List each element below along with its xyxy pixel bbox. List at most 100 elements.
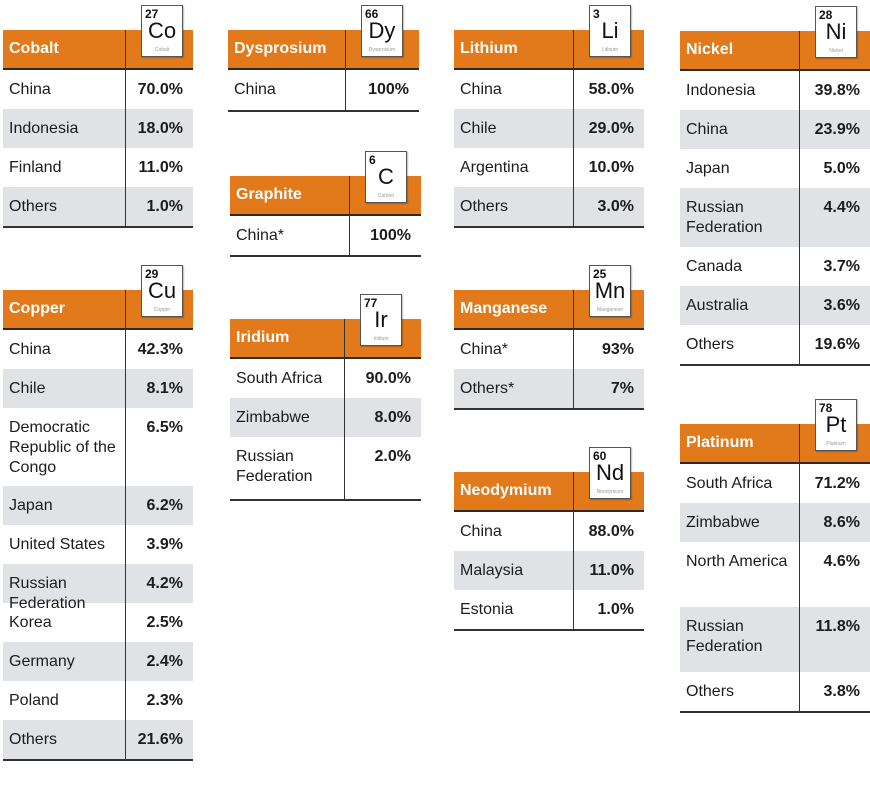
element-tile: 60 Nd Neodymium xyxy=(589,447,631,499)
country-name: China* xyxy=(236,227,285,244)
column-divider xyxy=(799,424,800,711)
atomic-number: 78 xyxy=(819,401,833,415)
country-name: Russian Federation xyxy=(686,618,763,655)
table-row: Malaysia 11.0% xyxy=(454,551,644,590)
column-divider xyxy=(573,290,574,408)
country-name: Indonesia xyxy=(9,120,79,137)
column-divider xyxy=(345,30,346,110)
country-name: China xyxy=(234,81,276,98)
table-row: China 100% xyxy=(228,70,419,110)
country-name: China xyxy=(460,523,502,540)
table-bottom-rule xyxy=(680,711,870,713)
country-name: China xyxy=(686,121,728,138)
mineral-name: Graphite xyxy=(236,186,302,203)
table-row: China 70.0% xyxy=(3,70,193,109)
element-tile: 29 Cu Copper xyxy=(141,265,183,317)
atomic-number: 29 xyxy=(145,267,159,281)
country-name: China xyxy=(460,81,502,98)
neodymium-table: Neodymium 60 Nd Neodymium China 88.0% Malaysia… xyxy=(454,447,644,631)
country-name: Finland xyxy=(9,159,62,176)
table-row: China* 93% xyxy=(454,330,644,369)
table-row: Russian Federation 11.8% xyxy=(680,607,870,672)
share-value: 4.2% xyxy=(146,575,183,592)
table-row: Japan 5.0% xyxy=(680,149,870,188)
country-name: China xyxy=(9,81,51,98)
mineral-name: Cobalt xyxy=(9,40,59,57)
country-name: Estonia xyxy=(460,601,514,618)
column-divider xyxy=(125,30,126,226)
manganese-table: Manganese 25 Mn Manganese China* 93% Others* 7% xyxy=(454,265,644,410)
column-divider xyxy=(349,176,350,255)
mineral-name: Dysprosium xyxy=(234,40,327,57)
column-divider xyxy=(344,319,345,499)
table-row: Others* 7% xyxy=(454,369,644,408)
share-value: 3.6% xyxy=(823,297,860,314)
country-name: Poland xyxy=(9,692,59,709)
table-row: China 42.3% xyxy=(3,330,193,369)
element-name: Nickel xyxy=(829,48,843,54)
share-value: 23.9% xyxy=(814,121,860,138)
country-name: Others xyxy=(9,198,58,215)
table-bottom-rule xyxy=(454,408,644,410)
element-symbol: Li xyxy=(601,18,619,43)
mineral-name: Manganese xyxy=(460,300,548,317)
column-divider xyxy=(799,31,800,364)
mineral-name: Platinum xyxy=(686,434,754,451)
atomic-number: 66 xyxy=(365,7,379,21)
table-row: Others 21.6% xyxy=(3,720,193,759)
element-tile: 66 Dy Dysprosium xyxy=(361,5,403,57)
table-row: Finland 11.0% xyxy=(3,148,193,187)
element-tile: 77 Ir Iridium xyxy=(360,294,402,346)
element-name: Copper xyxy=(153,307,171,313)
share-value: 58.0% xyxy=(588,81,634,98)
element-symbol: Nd xyxy=(595,460,625,485)
table-row: Australia 3.6% xyxy=(680,286,870,325)
country-name: Malaysia xyxy=(460,562,524,579)
country-name: Zimbabwe xyxy=(686,514,760,531)
table-bottom-rule xyxy=(3,759,193,761)
element-tile: 3 Li Lithium xyxy=(589,5,631,57)
element-name: Dysprosium xyxy=(368,47,396,53)
share-value: 2.3% xyxy=(146,692,183,709)
share-value: 39.8% xyxy=(814,82,860,99)
share-value: 8.1% xyxy=(146,380,183,397)
country-name: Chile xyxy=(9,380,46,397)
country-name: South Africa xyxy=(686,475,773,492)
table-row: Canada 3.7% xyxy=(680,247,870,286)
element-name: Platinum xyxy=(826,441,846,447)
element-tile: 25 Mn Manganese xyxy=(589,265,631,317)
share-value: 29.0% xyxy=(588,120,634,137)
country-name: Japan xyxy=(686,160,730,177)
element-name: Neodymium xyxy=(596,489,624,495)
table-bottom-rule xyxy=(230,255,421,257)
country-name: Others* xyxy=(460,380,515,397)
element-symbol: Co xyxy=(147,18,177,43)
share-value: 42.3% xyxy=(137,341,183,358)
element-tile: 27 Co Cobalt xyxy=(141,5,183,57)
table-row: Germany 2.4% xyxy=(3,642,193,681)
country-name: North America xyxy=(686,553,788,570)
column-divider xyxy=(125,290,126,759)
atomic-number: 25 xyxy=(593,267,607,281)
share-value: 8.0% xyxy=(374,409,411,426)
share-value: 18.0% xyxy=(137,120,183,137)
country-name: Russian Federation xyxy=(236,448,313,485)
platinum-table: Platinum 78 Pt Platinum South Africa 71.2% Zim… xyxy=(680,399,870,713)
country-name: South Africa xyxy=(236,370,323,387)
country-name: Indonesia xyxy=(686,82,756,99)
atomic-number: 60 xyxy=(593,449,607,463)
table-row: Korea 2.5% xyxy=(3,603,193,642)
table-row: Poland 2.3% xyxy=(3,681,193,720)
share-value: 90.0% xyxy=(365,370,411,387)
table-row: United States 3.9% xyxy=(3,525,193,564)
element-symbol: Pt xyxy=(825,412,847,437)
table-row: South Africa 90.0% xyxy=(230,359,421,398)
country-name: China* xyxy=(460,341,509,358)
cobalt-table: Cobalt 27 Co Cobalt China 70.0% Indonesia 18.0%… xyxy=(3,5,193,228)
share-value: 5.0% xyxy=(823,160,860,177)
element-name: Carbon xyxy=(377,193,395,199)
table-row: North America 4.6% xyxy=(680,542,870,607)
atomic-number: 3 xyxy=(593,7,600,21)
share-value: 6.5% xyxy=(146,419,183,436)
share-value: 11.8% xyxy=(815,618,860,635)
